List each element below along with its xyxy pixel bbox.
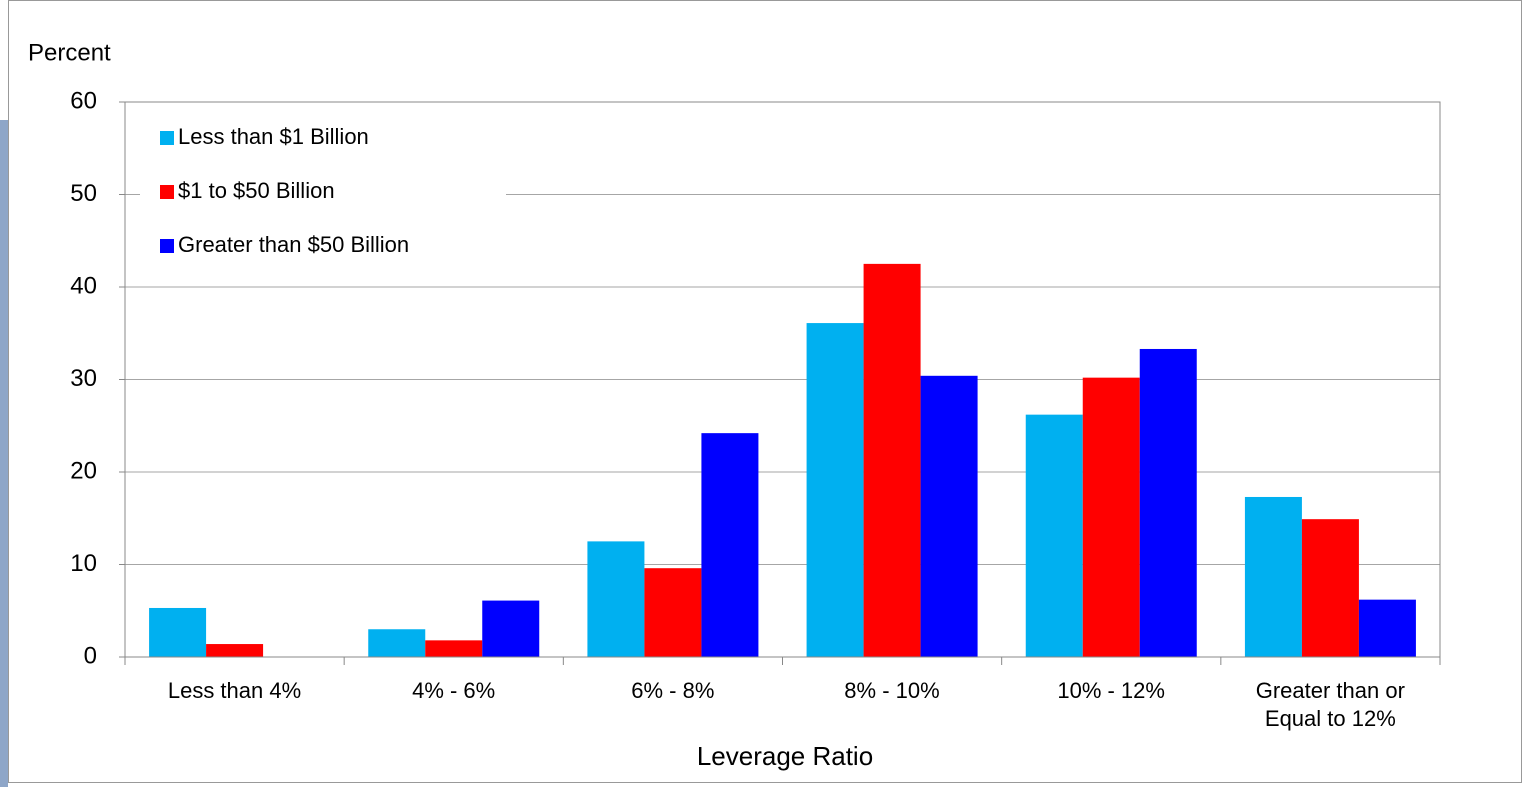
legend-box bbox=[140, 112, 506, 270]
y-tick-label: 40 bbox=[70, 272, 97, 299]
y-tick-label: 20 bbox=[70, 457, 97, 484]
bar bbox=[1139, 348, 1197, 657]
x-tick-label: 10% - 12% bbox=[1057, 678, 1165, 703]
x-tick-label: 4% - 6% bbox=[412, 678, 496, 703]
bar bbox=[1301, 519, 1359, 657]
bar bbox=[644, 568, 702, 657]
y-tick-label: 0 bbox=[84, 642, 97, 669]
bar bbox=[863, 263, 921, 657]
y-tick-label: 30 bbox=[70, 365, 97, 392]
bar bbox=[1082, 377, 1140, 657]
legend-label: $1 to $50 Billion bbox=[178, 178, 335, 203]
legend-swatch bbox=[160, 185, 174, 199]
bar bbox=[206, 644, 264, 657]
x-tick-label: Greater than or Equal to 12% bbox=[1255, 678, 1405, 731]
bar bbox=[806, 323, 864, 657]
legend-swatch bbox=[160, 131, 174, 145]
x-axis-title: Leverage Ratio bbox=[697, 741, 873, 771]
legend-label: Less than $1 Billion bbox=[178, 124, 369, 149]
x-tick-label: 6% - 8% bbox=[631, 678, 715, 703]
bar bbox=[1025, 414, 1083, 657]
y-tick-label: 50 bbox=[70, 180, 97, 207]
y-tick-label: 10 bbox=[70, 550, 97, 577]
bar bbox=[425, 640, 483, 657]
bar bbox=[1244, 496, 1302, 657]
bar bbox=[1358, 599, 1416, 657]
bar bbox=[482, 600, 540, 657]
bar bbox=[149, 607, 207, 657]
side-strip bbox=[0, 120, 8, 787]
x-tick-label: Less than 4% bbox=[167, 678, 302, 703]
bar bbox=[587, 541, 645, 657]
legend-swatch bbox=[160, 239, 174, 253]
bar bbox=[920, 375, 978, 657]
y-tick-label: 60 bbox=[70, 87, 97, 114]
bar bbox=[701, 433, 759, 657]
y-axis-title: Percent bbox=[28, 39, 111, 66]
bar bbox=[368, 629, 426, 657]
x-tick-label: 8% - 10% bbox=[844, 678, 940, 703]
legend-label: Greater than $50 Billion bbox=[178, 232, 409, 257]
